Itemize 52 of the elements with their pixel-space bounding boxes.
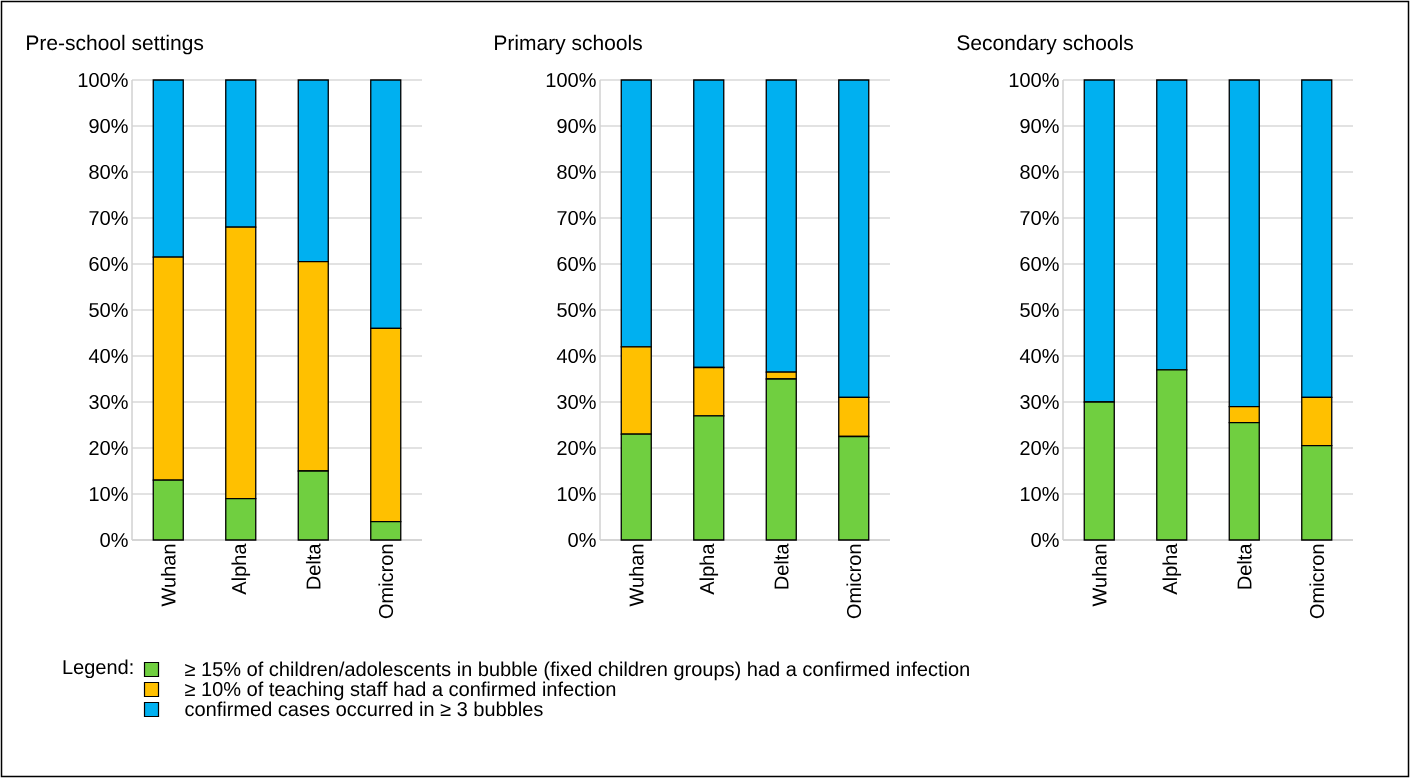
y-tick-label: 30% — [1020, 394, 1059, 410]
y-tick-label: 60% — [1020, 256, 1059, 272]
chart-title: Primary schools — [495, 34, 642, 55]
y-tick-label: 70% — [1020, 210, 1059, 226]
y-tick-label: 20% — [89, 440, 128, 456]
chart-title: Pre-school settings — [27, 34, 204, 55]
x-tick-label: Alpha — [1162, 543, 1182, 595]
y-tick-label: 60% — [557, 256, 596, 272]
y-tick-label: 90% — [557, 118, 596, 134]
y-tick-label: 100% — [1009, 72, 1059, 88]
y-tick-label: 80% — [89, 164, 128, 180]
x-tick-label: Wuhan — [628, 544, 644, 607]
x-tick-label: Delta — [1236, 543, 1252, 589]
x-tick-label: Omicron — [846, 544, 862, 619]
y-tick-label: 70% — [89, 210, 128, 226]
legend-title: Legend: — [63, 659, 133, 679]
y-tick-label: 100% — [546, 72, 596, 88]
x-tick-label: Wuhan — [1091, 544, 1107, 607]
y-tick-label: 50% — [557, 302, 596, 318]
y-tick-label: 100% — [78, 72, 128, 88]
y-tick-label: 60% — [89, 256, 128, 272]
y-tick-label: 90% — [1020, 118, 1059, 134]
y-tick-label: 20% — [557, 440, 596, 456]
legend-label: ≥ 10% of teaching staff had a confirmed infection — [185, 681, 616, 701]
x-tick-label: Omicron — [1309, 544, 1325, 619]
legend-label: ≥ 15% of children/adolescents in bubble (fixed children groups) had a confirmed infection — [185, 661, 969, 681]
chart-title: Secondary schools — [957, 34, 1133, 55]
y-tick-label: 30% — [89, 394, 128, 410]
y-tick-label: 50% — [89, 302, 128, 318]
x-tick-label: Delta — [305, 543, 321, 589]
y-tick-label: 70% — [557, 210, 596, 226]
x-tick-label: Omicron — [378, 544, 394, 619]
y-tick-label: 0% — [1031, 532, 1059, 548]
y-tick-label: 20% — [1020, 440, 1059, 456]
x-tick-label: Wuhan — [160, 544, 176, 607]
y-tick-label: 80% — [1020, 164, 1059, 180]
y-tick-label: 90% — [89, 118, 128, 134]
x-tick-label: Delta — [773, 543, 789, 589]
y-tick-label: 80% — [557, 164, 596, 180]
y-tick-label: 40% — [556, 348, 596, 364]
x-tick-label: Alpha — [699, 543, 719, 595]
y-tick-label: 10% — [1020, 486, 1059, 502]
y-tick-label: 10% — [89, 486, 128, 502]
y-tick-label: 10% — [557, 486, 596, 502]
y-tick-label: 50% — [1020, 302, 1059, 318]
legend-label: confirmed cases occurred in ≥ 3 bubbles — [185, 701, 543, 717]
y-tick-label: 0% — [568, 532, 596, 548]
y-tick-label: 40% — [1019, 348, 1059, 364]
y-tick-label: 30% — [557, 394, 596, 410]
y-tick-label: 40% — [88, 348, 128, 364]
y-tick-label: 0% — [100, 532, 128, 548]
x-tick-label: Alpha — [231, 543, 251, 595]
